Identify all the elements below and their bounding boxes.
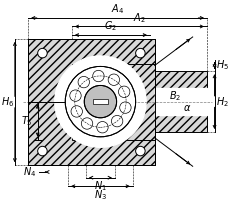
Circle shape (55, 56, 145, 147)
Circle shape (96, 122, 108, 133)
Circle shape (84, 85, 116, 118)
Circle shape (135, 146, 144, 156)
Text: $H_5$: $H_5$ (215, 59, 228, 72)
Text: $B_2$: $B_2$ (168, 89, 180, 103)
Circle shape (108, 74, 119, 85)
Text: $\alpha$: $\alpha$ (182, 103, 191, 113)
Circle shape (78, 76, 89, 88)
Text: $N_3$: $N_3$ (93, 188, 106, 202)
Circle shape (118, 86, 129, 98)
Bar (93, 99, 108, 104)
Text: $N_4$: $N_4$ (23, 165, 37, 179)
Circle shape (92, 70, 104, 82)
Circle shape (38, 48, 47, 58)
Circle shape (119, 102, 131, 113)
Polygon shape (154, 71, 206, 132)
Text: $T_5$: $T_5$ (21, 114, 33, 128)
Polygon shape (72, 64, 154, 140)
Text: $G_2$: $G_2$ (104, 19, 117, 33)
Text: $H_2$: $H_2$ (215, 95, 227, 109)
Text: $N_1$: $N_1$ (94, 180, 106, 193)
Circle shape (38, 146, 47, 156)
Circle shape (74, 75, 126, 128)
Polygon shape (28, 39, 154, 165)
Circle shape (69, 90, 81, 101)
Text: $H_6$: $H_6$ (1, 95, 14, 109)
Circle shape (81, 118, 92, 129)
Text: $A_4$: $A_4$ (111, 2, 124, 16)
Text: $A_2$: $A_2$ (133, 11, 145, 25)
Circle shape (111, 115, 122, 127)
Bar (154, 88, 206, 115)
Circle shape (135, 48, 144, 58)
Circle shape (65, 67, 135, 137)
Circle shape (71, 106, 82, 117)
